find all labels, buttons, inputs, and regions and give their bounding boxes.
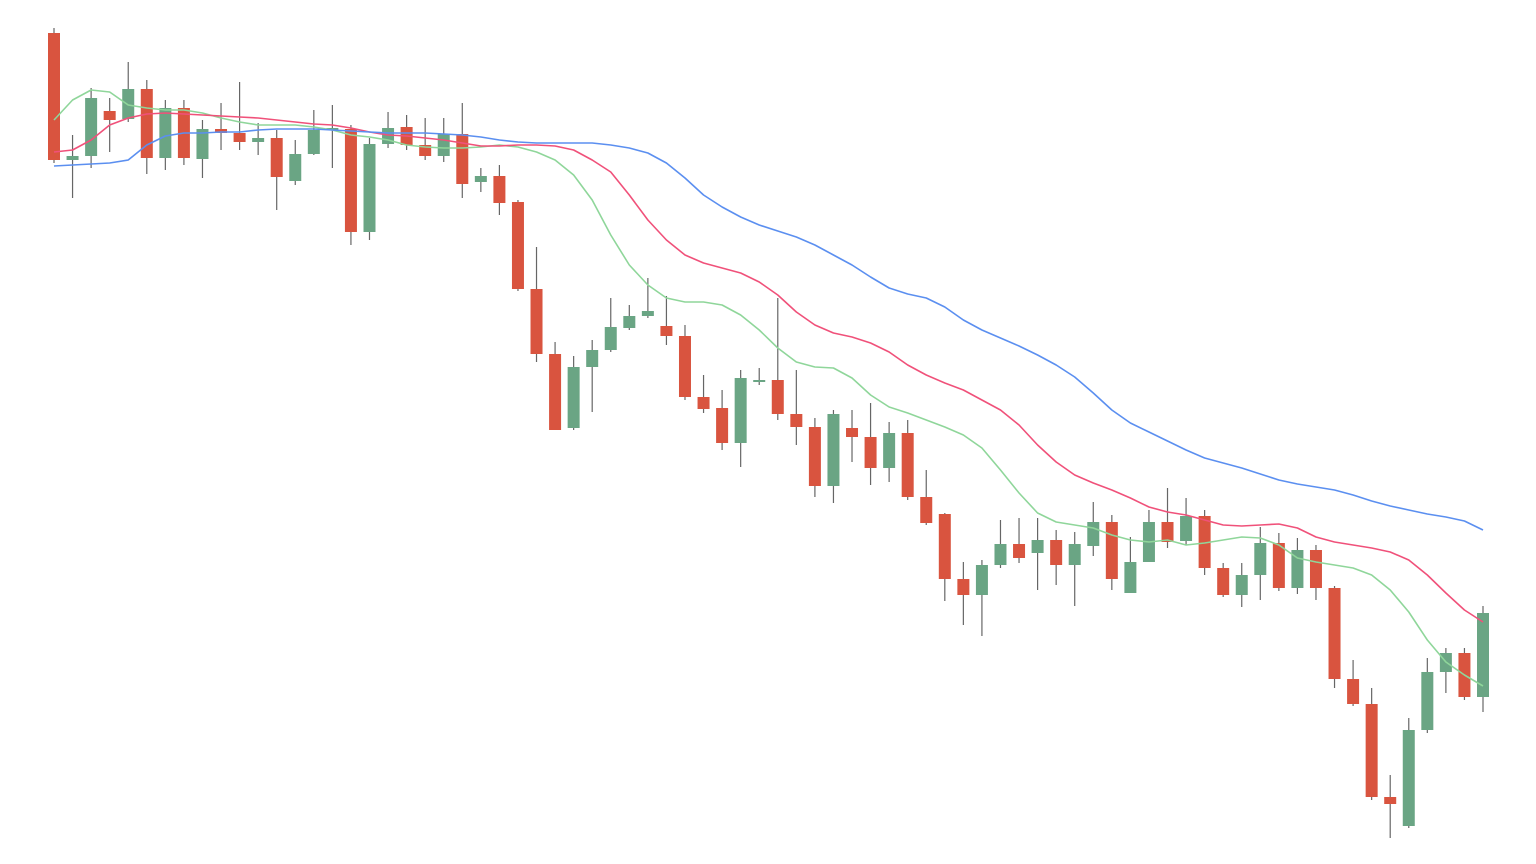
candle-body bbox=[716, 408, 729, 443]
candle-body bbox=[1105, 522, 1118, 579]
candle-body bbox=[85, 98, 98, 156]
candle-body bbox=[1161, 522, 1174, 542]
candle-body bbox=[957, 579, 970, 595]
candle-body bbox=[549, 354, 562, 430]
candle-body bbox=[326, 128, 339, 130]
candle-body bbox=[1328, 588, 1341, 679]
candle-body bbox=[363, 144, 376, 232]
candle-body bbox=[1217, 568, 1230, 595]
candle-body bbox=[196, 129, 209, 159]
candle-body bbox=[604, 327, 617, 350]
candle-body bbox=[474, 176, 487, 182]
candle-body bbox=[660, 326, 673, 336]
candle-body bbox=[215, 129, 228, 133]
moving-average-line bbox=[53, 128, 1484, 531]
candle-body bbox=[1235, 575, 1248, 595]
candle-body bbox=[307, 130, 320, 154]
candle-body bbox=[1087, 522, 1100, 546]
candle-body bbox=[734, 378, 747, 443]
candle-body bbox=[1421, 672, 1434, 730]
candle-body bbox=[920, 497, 933, 523]
candle-body bbox=[1124, 562, 1137, 593]
candle-body bbox=[1013, 544, 1026, 558]
candle-body bbox=[1272, 543, 1285, 588]
candle-body bbox=[1198, 516, 1211, 568]
candle-body bbox=[1347, 679, 1360, 704]
candle-body bbox=[975, 565, 988, 595]
candle-body bbox=[530, 289, 543, 354]
candle-body bbox=[437, 134, 450, 156]
candle-body bbox=[1254, 543, 1267, 575]
candle-body bbox=[103, 111, 116, 120]
moving-averages bbox=[53, 89, 1484, 687]
candle-body bbox=[846, 428, 859, 437]
candle-body bbox=[344, 129, 357, 232]
candle-body bbox=[623, 316, 636, 328]
candle-body bbox=[1384, 797, 1397, 804]
candle-body bbox=[1180, 516, 1193, 541]
candle-body bbox=[994, 544, 1007, 565]
candle-body bbox=[1291, 550, 1304, 588]
candle-body bbox=[66, 156, 79, 160]
moving-average-line bbox=[53, 112, 1484, 623]
candle-body bbox=[641, 311, 654, 316]
candle-body bbox=[753, 380, 766, 382]
candle-body bbox=[790, 414, 803, 427]
candle-body bbox=[270, 138, 283, 177]
candle-body bbox=[493, 176, 506, 203]
candle-body bbox=[586, 350, 599, 367]
candle-body bbox=[1309, 550, 1322, 588]
candle-body bbox=[419, 145, 432, 156]
candle-body bbox=[48, 33, 60, 160]
candle-body bbox=[864, 437, 877, 468]
candle-body bbox=[159, 108, 172, 158]
candle-body bbox=[456, 134, 469, 184]
candle-body bbox=[1031, 540, 1044, 553]
candle-body bbox=[511, 202, 524, 289]
candle-body bbox=[678, 336, 691, 397]
candle-body bbox=[122, 89, 135, 119]
candles bbox=[48, 28, 1489, 838]
candle-body bbox=[883, 433, 896, 468]
candle-body bbox=[901, 433, 914, 497]
candle-body bbox=[1365, 704, 1378, 797]
candle-body bbox=[827, 414, 840, 486]
candle-body bbox=[140, 89, 153, 158]
candle-body bbox=[567, 367, 580, 428]
candle-body bbox=[808, 427, 821, 486]
candle-body bbox=[938, 514, 951, 579]
candle-body bbox=[697, 397, 710, 409]
candle-body bbox=[289, 154, 302, 181]
candle-body bbox=[1477, 613, 1489, 697]
moving-average-line bbox=[53, 89, 1484, 687]
candle-body bbox=[1050, 540, 1063, 565]
candle-body bbox=[233, 133, 246, 142]
candle-body bbox=[1402, 730, 1415, 826]
candle-body bbox=[771, 380, 784, 414]
candle-body bbox=[252, 138, 265, 142]
candle-body bbox=[1068, 544, 1081, 565]
